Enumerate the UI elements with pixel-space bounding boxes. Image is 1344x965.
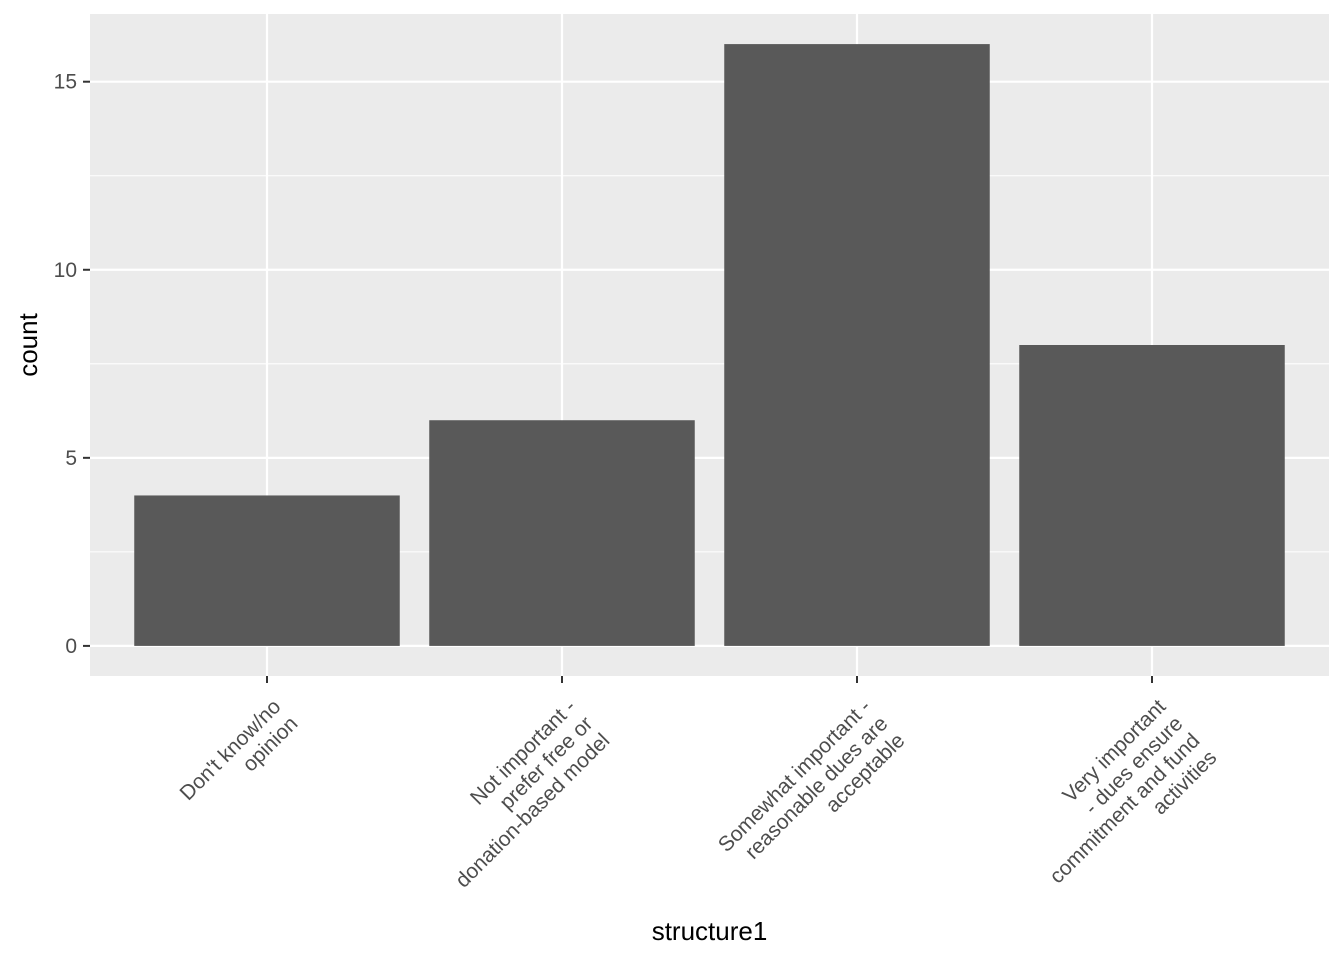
x-tick-label: Very important- dues ensurecommitment an…: [1011, 695, 1221, 905]
bar: [1019, 345, 1285, 646]
bar: [134, 495, 400, 646]
x-tick-label: Don't know/noopinion: [176, 695, 303, 822]
y-tick-label: 0: [65, 635, 77, 658]
y-tick-label: 5: [65, 447, 77, 470]
bar: [724, 44, 990, 646]
x-tick-label: Not important -prefer free ordonation-ba…: [417, 695, 614, 892]
y-tick-label: 10: [54, 259, 77, 282]
y-axis-title: count: [13, 312, 43, 376]
bar: [429, 420, 695, 646]
x-axis-title: structure1: [652, 916, 768, 946]
bars: [134, 44, 1285, 646]
x-tick-label: Somewhat important -reasonable dues area…: [714, 695, 909, 890]
y-tick-label: 15: [54, 71, 77, 94]
